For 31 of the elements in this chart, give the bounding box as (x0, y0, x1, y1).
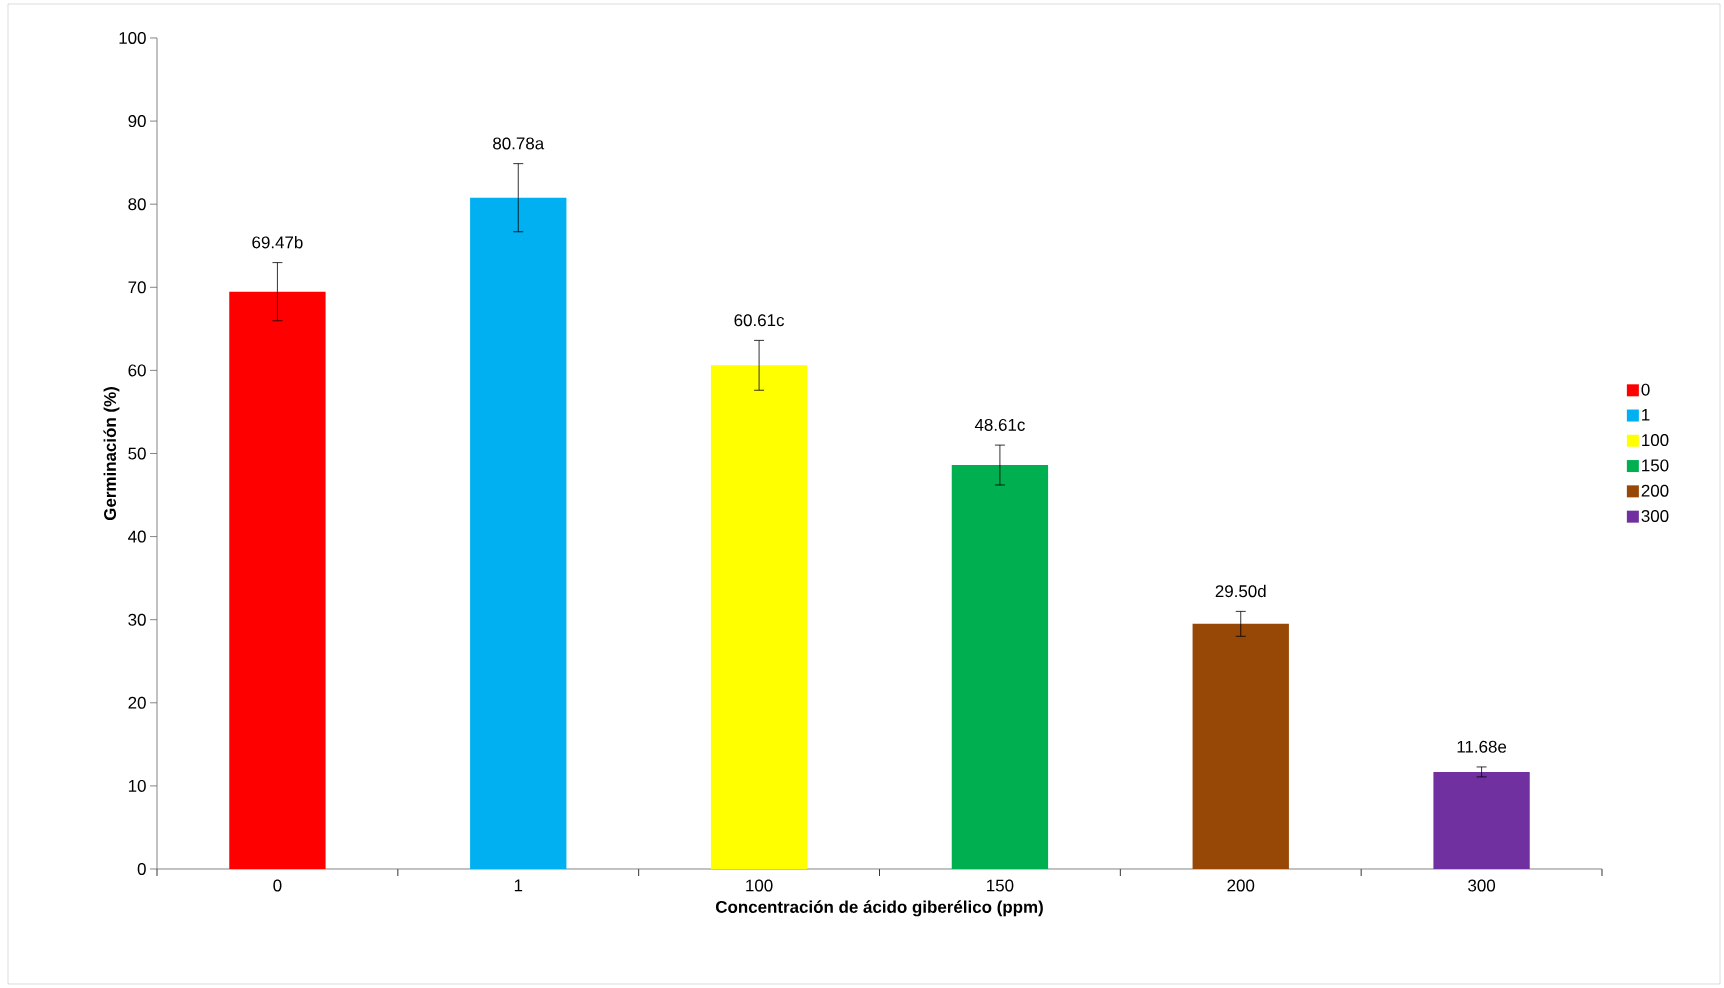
legend-label: 200 (1641, 484, 1669, 497)
y-axis-title: Germinación (%) (103, 387, 120, 521)
x-tick-label: 150 (987, 879, 1014, 892)
y-tick-label: 70 (128, 281, 146, 294)
data-label: 80.78a (493, 137, 545, 150)
y-tick-label: 40 (128, 530, 146, 543)
x-tick-label: 300 (1468, 879, 1496, 892)
y-tick-label: 100 (119, 31, 146, 44)
y-tick-label: 10 (128, 779, 146, 792)
y-tick-label: 80 (128, 198, 146, 211)
x-tick-label: 200 (1227, 879, 1255, 892)
x-tick-label: 100 (746, 879, 773, 892)
y-tick-label: 20 (128, 696, 146, 709)
y-tick-label: 0 (137, 863, 146, 875)
y-tick-label: 30 (128, 613, 146, 626)
data-label: 69.47b (252, 235, 303, 249)
legend-label: 100 (1642, 434, 1669, 447)
y-tick-label: 90 (128, 115, 146, 128)
legend-label: 1 (1642, 408, 1650, 421)
x-axis-title: Concentración de ácido giberélico (ppm) (715, 900, 1043, 917)
data-label: 60.61c (734, 314, 785, 327)
x-tick-label: 1 (514, 879, 523, 892)
y-tick-label: 60 (128, 364, 146, 377)
legend-label: 150 (1642, 459, 1669, 472)
data-label: 11.68e (1457, 740, 1507, 753)
data-label: 48.61c (974, 418, 1025, 431)
y-tick-label: 50 (128, 447, 146, 460)
legend-label: 0 (1641, 383, 1650, 396)
x-tick-label: 0 (273, 879, 282, 892)
data-label: 29.50d (1215, 584, 1266, 598)
legend-label: 300 (1641, 510, 1669, 522)
